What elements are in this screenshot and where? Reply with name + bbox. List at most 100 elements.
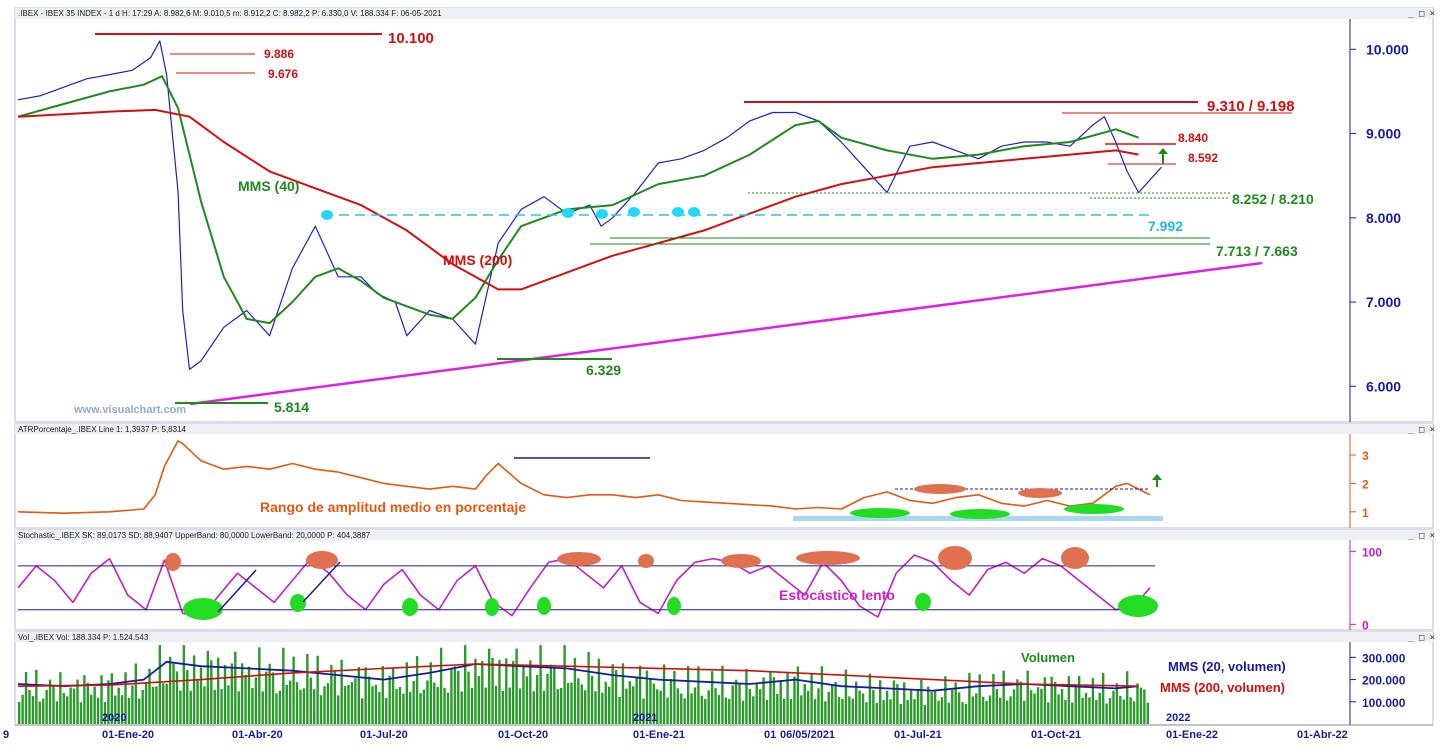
volume-bar (110, 673, 114, 724)
volume-bar (158, 645, 162, 724)
volume-bar (813, 699, 817, 724)
vol-title: Volumen (1021, 650, 1075, 665)
stoch-oversold-marker (183, 598, 223, 620)
volume-bar (172, 663, 175, 724)
x-label-jul20: 01-Jul-20 (360, 729, 408, 741)
volume-bar (920, 680, 923, 724)
volume-bar (553, 666, 556, 724)
volume-bar (645, 670, 649, 724)
volume-bar (278, 690, 282, 724)
volume-bar (1122, 699, 1125, 724)
volume-bar (1023, 700, 1026, 724)
volume-bar (748, 688, 752, 724)
volume-bar (415, 656, 419, 724)
volume-bar (714, 688, 717, 724)
y-tick-label: 100.000 (1362, 696, 1406, 710)
y-tick-label: 0 (1362, 618, 1369, 632)
volume-bar (141, 689, 144, 724)
volume-bar (1047, 702, 1050, 724)
volume-bar (460, 691, 463, 724)
touch-point (672, 207, 684, 217)
vol-window-buttons[interactable]: _ □ × (1408, 633, 1435, 643)
x-label-abr20: 01-Abr-20 (232, 729, 283, 741)
series-line-3-1 (17, 663, 1139, 687)
volume-bar (964, 703, 968, 724)
volume-bar (309, 677, 312, 724)
y-tick-label: 3 (1362, 449, 1369, 463)
volume-bar (319, 695, 323, 724)
volume-bar (426, 680, 429, 724)
volume-bar (55, 701, 59, 724)
volume-bar (549, 664, 553, 724)
volume-bar (1036, 687, 1040, 724)
volume-bar (618, 696, 621, 724)
atr-window-buttons[interactable]: _ □ × (1408, 425, 1435, 435)
volume-bar (635, 677, 638, 724)
volume-bar (614, 669, 618, 724)
volume-bar (796, 666, 800, 724)
volume-bar (436, 686, 439, 724)
volume-bar (251, 688, 254, 724)
volume-bar (789, 698, 793, 724)
volume-bar (1119, 695, 1122, 724)
volume-bar (474, 658, 477, 724)
stoch-trend-line (217, 569, 257, 613)
volume-bar (1057, 694, 1060, 724)
volume-bar (316, 655, 319, 724)
volume-bar (535, 674, 539, 724)
volume-bar (782, 698, 786, 724)
x-axis: 9 01-Ene-20 01-Abr-20 01-Jul-20 01-Oct-2… (3, 712, 1433, 741)
year-label-2021: 2021 (633, 712, 657, 724)
watermark: www.visualchart.com (73, 404, 186, 416)
volume-bar (1033, 693, 1036, 724)
stoch-oversold-marker (537, 597, 551, 615)
volume-bar (892, 680, 896, 724)
y-tick-label: 10.000 (1366, 41, 1409, 57)
vol-chart-layer (17, 660, 1139, 692)
volume-bar (518, 688, 522, 724)
level-label-9310: 9.310 / 9.198 (1207, 98, 1295, 115)
volume-bar (275, 693, 278, 724)
volume-bar (120, 695, 124, 724)
main-annotations: 10.100 9.886 9.676 9.310 / 9.198 8.840 8… (73, 30, 1314, 416)
main-window-buttons[interactable]: _ □ × (1408, 9, 1435, 19)
volume-bar (1071, 702, 1074, 724)
volume-bar (323, 686, 326, 724)
volume-bar (995, 689, 999, 724)
y-tick-label: 9.000 (1366, 126, 1401, 142)
x-label-ene20: 01-Ene-20 (102, 729, 154, 741)
volume-bar (1101, 672, 1105, 724)
volume-bar (210, 660, 213, 724)
volume-bar (350, 682, 354, 724)
volume-bar (326, 683, 330, 724)
volume-bar (299, 689, 302, 724)
stoch-oversold-marker (290, 594, 306, 612)
stoch-window-buttons[interactable]: _ □ × (1408, 531, 1435, 541)
volume-bar (1129, 697, 1132, 724)
volume-bar (1098, 692, 1101, 724)
volume-bar (779, 681, 782, 724)
volume-bar (988, 695, 992, 724)
volume-bar (79, 702, 83, 724)
volume-bar (90, 694, 93, 724)
volume-bar (1095, 699, 1098, 724)
x-axis-left-label: 9 (3, 729, 9, 741)
volume-bar (1074, 684, 1077, 724)
level-label-7992: 7.992 (1148, 218, 1183, 234)
stoch-oversold-marker (402, 598, 418, 616)
volume-bar (18, 702, 21, 724)
volume-bar (861, 693, 865, 724)
volume-bar (268, 663, 271, 724)
volume-bar (577, 678, 580, 724)
volume-bar (899, 704, 902, 724)
volume-bar (559, 687, 563, 724)
volume-bar (494, 685, 498, 724)
volume-bar (1019, 681, 1023, 724)
level-label-10100: 10.100 (388, 30, 434, 47)
volume-bar (398, 687, 402, 724)
level-label-8252: 8.252 / 8.210 (1232, 191, 1314, 207)
volume-bar (625, 688, 628, 724)
volume-bar (951, 689, 954, 724)
volume-bar (693, 687, 697, 724)
stoch-oversold-marker (485, 598, 499, 616)
